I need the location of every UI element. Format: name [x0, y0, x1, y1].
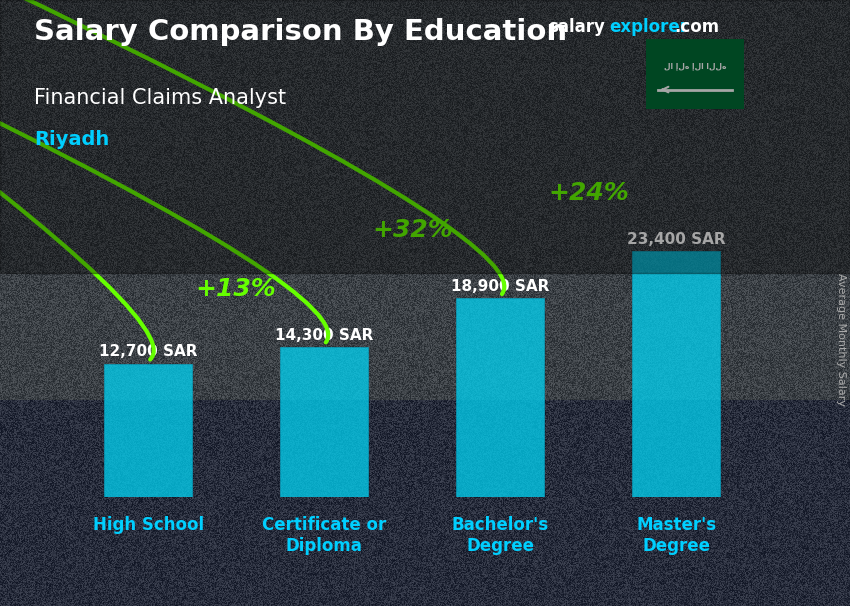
Text: Riyadh: Riyadh: [34, 130, 110, 149]
Text: salary: salary: [548, 18, 605, 36]
Text: explorer: explorer: [609, 18, 688, 36]
Bar: [456, 298, 544, 497]
Text: 14,300 SAR: 14,300 SAR: [275, 327, 373, 342]
Text: لا إله إلا الله: لا إله إلا الله: [664, 61, 726, 70]
Bar: [632, 251, 720, 497]
Text: Average Monthly Salary: Average Monthly Salary: [836, 273, 846, 406]
Bar: [280, 347, 368, 497]
Text: 18,900 SAR: 18,900 SAR: [451, 279, 549, 294]
Text: .com: .com: [674, 18, 719, 36]
Text: 23,400 SAR: 23,400 SAR: [627, 232, 726, 247]
Text: +13%: +13%: [196, 277, 276, 301]
Text: +24%: +24%: [548, 181, 629, 205]
Text: Salary Comparison By Education: Salary Comparison By Education: [34, 18, 567, 46]
Text: 12,700 SAR: 12,700 SAR: [99, 344, 197, 359]
Text: Financial Claims Analyst: Financial Claims Analyst: [34, 88, 286, 108]
Bar: [104, 364, 192, 497]
Text: +32%: +32%: [371, 218, 452, 242]
